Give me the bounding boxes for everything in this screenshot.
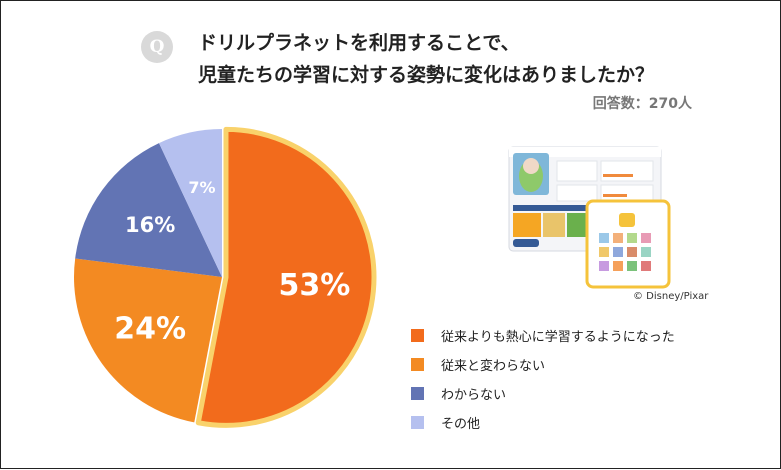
question-line-1: ドリルプラネットを利用することで、 [198, 32, 520, 54]
legend-label: 従来と変わらない [441, 359, 546, 374]
legend-label: わからない [441, 388, 507, 403]
pie-slice [195, 126, 377, 428]
legend-item: 従来よりも熱心に学習するようになった [411, 321, 675, 350]
phone-mockup [585, 199, 671, 289]
copyright-credit: © Disney/Pixar [633, 291, 709, 302]
slice-label: 53% [278, 268, 350, 303]
legend-item: その他 [411, 408, 675, 437]
pie-slice [75, 143, 222, 277]
legend-swatch [411, 329, 424, 342]
legend-label: その他 [441, 417, 481, 432]
legend-item: わからない [411, 379, 675, 408]
question-line-2: 児童たちの学習に対する姿勢に変化はありましたか？ [198, 64, 655, 86]
slice-label: 16% [125, 213, 175, 237]
slice-label: 24% [114, 312, 186, 347]
pie-slice [73, 258, 223, 423]
response-count: 回答数：270人 [592, 96, 692, 112]
question-title: ドリルプラネットを利用することで、 児童たちの学習に対する姿勢に変化はありました… [198, 27, 654, 91]
question-badge: Q [141, 31, 173, 63]
chart-legend: 従来よりも熱心に学習するようになった 従来と変わらない わからない その他 [411, 321, 675, 437]
legend-swatch [411, 387, 424, 400]
legend-swatch [411, 358, 424, 371]
legend-swatch [411, 416, 424, 429]
slice-label: 7% [188, 178, 215, 197]
pie-slice [158, 129, 222, 277]
legend-label: 従来よりも熱心に学習するようになった [441, 330, 675, 345]
legend-item: 従来と変わらない [411, 350, 675, 379]
